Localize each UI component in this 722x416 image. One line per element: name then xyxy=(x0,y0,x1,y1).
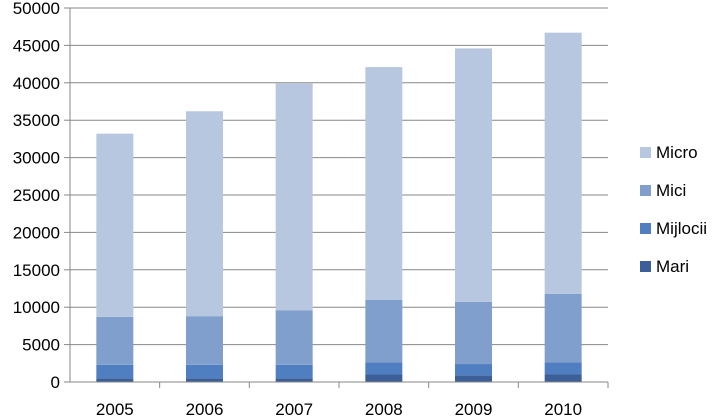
x-tick-label: 2006 xyxy=(186,400,224,416)
y-tick-label: 20000 xyxy=(13,223,60,242)
bar-mari-2008 xyxy=(365,374,403,382)
bar-mijlocii-2007 xyxy=(275,364,313,379)
bar-mari-2006 xyxy=(186,378,223,382)
bar-mici-2008 xyxy=(365,299,403,363)
legend-swatch-mari xyxy=(640,261,651,272)
gridlines xyxy=(70,7,608,346)
y-tick-label: 30000 xyxy=(13,149,60,168)
legend-label-micro: Micro xyxy=(656,143,698,162)
bar-mijlocii-2005 xyxy=(96,364,134,379)
bar-mari-2010 xyxy=(544,374,582,382)
bar-mijlocii-2010 xyxy=(544,362,582,375)
y-axis-tick-labels: 0 5000 10000 15000 20000 25000 30000 35000 40000… xyxy=(13,0,60,392)
bar-mari-2007 xyxy=(275,378,313,382)
legend-swatch-micro xyxy=(640,147,651,158)
bars xyxy=(96,32,582,382)
x-tick-label: 2007 xyxy=(275,400,313,416)
y-tick-label: 25000 xyxy=(13,186,60,205)
x-tick-label: 2009 xyxy=(455,400,493,416)
y-tick-label: 40000 xyxy=(13,74,60,93)
x-axis-tick-labels: 2005 2006 2007 2008 2009 2010 xyxy=(96,400,582,416)
legend-swatch-mici xyxy=(640,185,651,196)
bar-mijlocii-2009 xyxy=(455,364,492,376)
legend: Micro Mici Mijlocii Mari xyxy=(640,143,707,276)
y-tick-label: 35000 xyxy=(13,111,60,130)
bar-micro-2010 xyxy=(544,32,582,294)
bar-mari-2009 xyxy=(455,375,492,382)
bar-micro-2008 xyxy=(365,67,403,300)
y-tick-label: 0 xyxy=(51,373,60,392)
legend-label-mici: Mici xyxy=(656,181,686,200)
y-tick-label: 50000 xyxy=(13,0,60,18)
bar-mici-2010 xyxy=(544,293,582,363)
y-tick-label: 10000 xyxy=(13,298,60,317)
bar-micro-2009 xyxy=(455,48,492,302)
bar-micro-2005 xyxy=(96,133,134,317)
legend-label-mijlocii: Mijlocii xyxy=(656,219,707,238)
y-tick-label: 5000 xyxy=(22,336,60,355)
y-tick-label: 45000 xyxy=(13,36,60,55)
bar-mijlocii-2006 xyxy=(186,364,223,379)
legend-label-mari: Mari xyxy=(656,257,689,276)
bar-micro-2007 xyxy=(275,83,313,311)
x-tick-label: 2008 xyxy=(365,400,403,416)
bar-mijlocii-2008 xyxy=(365,362,403,375)
axes xyxy=(64,7,609,388)
legend-swatch-mijlocii xyxy=(640,223,651,234)
bar-mici-2007 xyxy=(275,310,313,365)
bar-mici-2005 xyxy=(96,316,134,365)
bar-micro-2006 xyxy=(186,111,223,317)
y-tick-label: 15000 xyxy=(13,261,60,280)
bar-mici-2009 xyxy=(455,301,492,365)
x-tick-label: 2005 xyxy=(96,400,134,416)
x-tick-label: 2010 xyxy=(544,400,582,416)
bar-mici-2006 xyxy=(186,316,223,365)
bar-mari-2005 xyxy=(96,378,134,382)
